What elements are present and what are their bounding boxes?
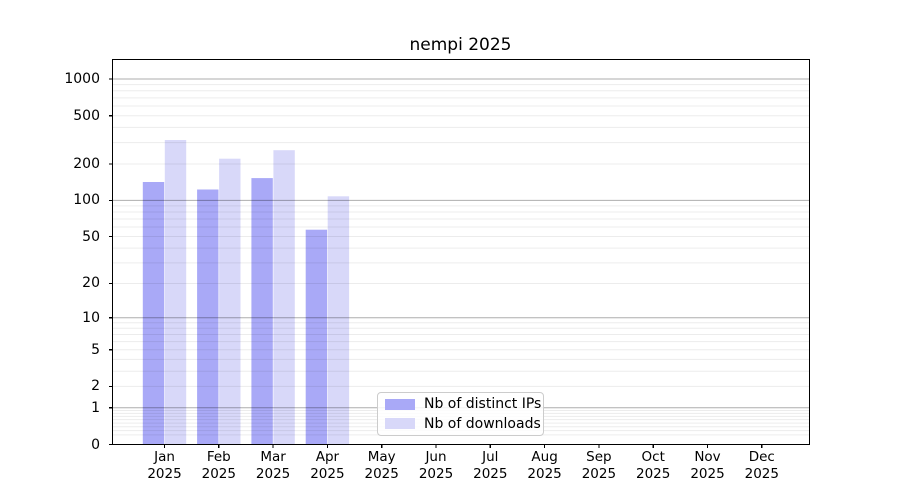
- bar-distinct-ips-jan: [142, 182, 165, 445]
- legend-label-downloads: Nb of downloads: [424, 415, 541, 432]
- bar-downloads-mar: [273, 150, 295, 445]
- plot-border: [111, 58, 811, 446]
- legend-swatch-downloads: [385, 418, 415, 430]
- legend-item-downloads: Nb of downloads: [385, 416, 543, 432]
- legend: Nb of distinct IPs Nb of downloads: [377, 392, 544, 436]
- legend-item-distinct-ips: Nb of distinct IPs: [385, 396, 543, 412]
- legend-label-distinct-ips: Nb of distinct IPs: [424, 396, 542, 413]
- bar-downloads-feb: [219, 158, 241, 445]
- bar-distinct-ips-mar: [251, 178, 273, 445]
- bar-distinct-ips-feb: [197, 189, 219, 445]
- bar-downloads-jan: [164, 140, 187, 445]
- bar-distinct-ips-apr: [305, 229, 328, 445]
- chart-title: nempi 2025: [409, 35, 512, 55]
- legend-swatch-distinct-ips: [385, 398, 415, 410]
- bar-downloads-apr: [327, 196, 350, 445]
